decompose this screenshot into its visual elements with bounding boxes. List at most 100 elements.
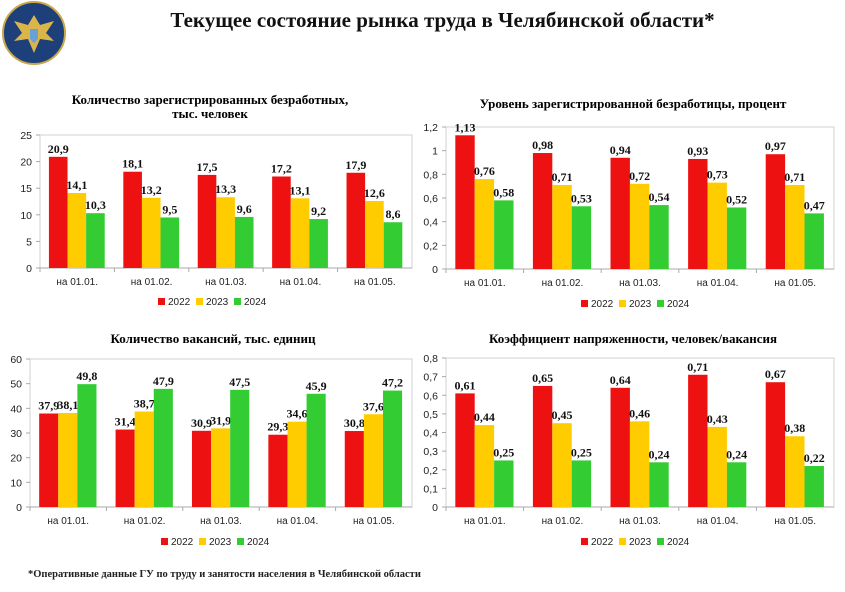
data-label: 47,2 [382, 376, 403, 390]
bar-2022 [610, 387, 630, 507]
y-tick-label: 25 [20, 130, 32, 142]
bar-2023 [552, 423, 572, 507]
legend-label: 2022 [171, 537, 194, 548]
data-label: 37,6 [363, 399, 384, 413]
chart-tension-coefficient: Коэффициент напряженности, человек/вакан… [423, 331, 835, 548]
x-tick-label: на 01.02. [131, 277, 173, 288]
x-tick-label: на 01.05. [354, 277, 396, 288]
y-tick-label: 0,3 [423, 446, 438, 458]
y-tick-label: 0,6 [423, 193, 438, 205]
data-label: 0,25 [571, 445, 592, 459]
chart-unemployment-rate: Уровень зарегистрированной безработицы, … [423, 96, 835, 310]
bar-2023 [365, 200, 384, 268]
bar-2023 [629, 421, 650, 507]
data-label: 29,3 [267, 420, 288, 434]
y-tick-label: 0,5 [423, 409, 438, 421]
bar-2023 [474, 179, 495, 269]
bar-2023 [707, 426, 727, 507]
legend-swatch [619, 538, 626, 545]
x-tick-label: на 01.03. [619, 516, 661, 527]
chart-title: Количество зарегистрированных безработны… [72, 92, 348, 107]
y-tick-label: 10 [10, 477, 22, 489]
data-label: 13,2 [141, 183, 162, 197]
bar-2023 [134, 411, 154, 507]
legend: 2022 2023 2024 [581, 299, 690, 310]
bar-2023 [629, 183, 650, 269]
data-label: 17,2 [271, 161, 292, 175]
data-label: 17,5 [197, 160, 218, 174]
bar-2022 [346, 172, 366, 268]
y-tick-label: 0 [16, 502, 22, 514]
data-label: 0,61 [455, 378, 476, 392]
x-tick-label: на 01.04. [280, 277, 322, 288]
x-tick-label: на 01.02. [124, 516, 166, 527]
bar-2023 [363, 414, 383, 507]
bar-2022 [532, 153, 553, 269]
bar-2024 [382, 390, 403, 507]
y-tick-label: 0,4 [423, 428, 438, 440]
legend-swatch [196, 298, 203, 305]
data-label: 0,24 [649, 447, 670, 461]
x-tick-label: на 01.03. [619, 278, 661, 289]
data-label: 47,9 [153, 374, 174, 388]
data-label: 0,73 [707, 168, 728, 182]
data-label: 0,71 [784, 170, 805, 184]
data-label: 0,22 [804, 451, 825, 465]
x-tick-label: на 01.04. [697, 278, 739, 289]
bar-2022 [115, 429, 135, 507]
bar-2024 [230, 389, 250, 507]
legend: 2022 2023 2024 [581, 537, 690, 548]
bar-2023 [216, 197, 235, 268]
data-label: 12,6 [364, 186, 385, 200]
data-label: 0,65 [532, 371, 553, 385]
legend-swatch [237, 538, 244, 545]
legend-label: 2024 [244, 297, 267, 308]
data-label: 0,71 [552, 170, 573, 184]
bar-2022 [272, 176, 291, 268]
y-tick-label: 0,7 [423, 372, 438, 384]
bar-2022 [532, 385, 553, 507]
bar-2023 [287, 421, 307, 507]
y-tick-label: 0,1 [423, 483, 438, 495]
bar-2023 [67, 192, 87, 268]
y-tick-label: 0,8 [423, 353, 438, 365]
y-tick-label: 50 [10, 379, 22, 391]
bar-2024 [804, 466, 824, 507]
legend-label: 2024 [247, 537, 270, 548]
data-label: 0,53 [571, 191, 592, 205]
y-tick-label: 60 [10, 354, 22, 366]
data-label: 30,8 [344, 416, 365, 430]
y-tick-label: 30 [10, 428, 22, 440]
data-label: 30,9 [191, 416, 212, 430]
y-tick-label: 15 [20, 183, 32, 195]
bar-2023 [785, 184, 805, 269]
x-tick-label: на 01.05. [774, 516, 816, 527]
data-label: 13,3 [215, 182, 236, 196]
legend-swatch [234, 298, 241, 305]
chart-unemployed-count: Количество зарегистрированных безработны… [20, 92, 413, 308]
legend-label: 2024 [667, 299, 690, 310]
legend-label: 2022 [168, 297, 191, 308]
bar-2024 [804, 213, 824, 269]
bar-2022 [765, 154, 786, 269]
bar-2024 [571, 206, 592, 269]
bar-2024 [649, 462, 669, 507]
bar-2024 [77, 384, 97, 507]
data-label: 38,7 [134, 397, 155, 411]
bar-2024 [571, 460, 592, 507]
legend-label: 2023 [209, 537, 232, 548]
legend-swatch [581, 538, 588, 545]
x-tick-label: на 01.01. [464, 516, 506, 527]
data-label: 13,1 [290, 183, 311, 197]
legend: 2022 2023 2024 [161, 537, 270, 548]
data-label: 0,64 [610, 373, 631, 387]
y-tick-label: 0 [432, 502, 438, 514]
legend-swatch [199, 538, 206, 545]
data-label: 14,1 [66, 178, 87, 192]
legend: 2022 2023 2024 [158, 297, 267, 308]
data-label: 31,9 [210, 413, 231, 427]
data-label: 0,67 [765, 367, 786, 381]
y-tick-label: 0,6 [423, 390, 438, 402]
legend-swatch [657, 538, 664, 545]
bar-2022 [765, 382, 786, 507]
